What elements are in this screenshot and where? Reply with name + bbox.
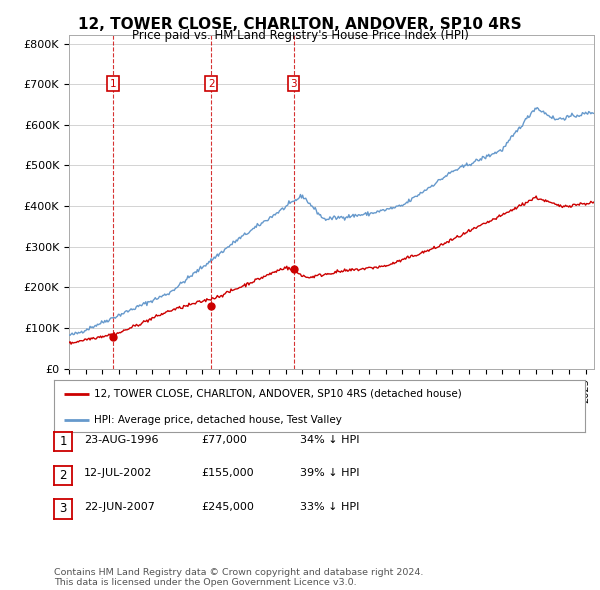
Text: £155,000: £155,000: [201, 468, 254, 478]
Text: 33% ↓ HPI: 33% ↓ HPI: [300, 502, 359, 512]
Text: 12-JUL-2002: 12-JUL-2002: [84, 468, 152, 478]
Text: 34% ↓ HPI: 34% ↓ HPI: [300, 435, 359, 444]
Text: 1: 1: [110, 78, 116, 88]
Text: Contains HM Land Registry data © Crown copyright and database right 2024.
This d: Contains HM Land Registry data © Crown c…: [54, 568, 424, 587]
Text: £77,000: £77,000: [201, 435, 247, 444]
Text: 23-AUG-1996: 23-AUG-1996: [84, 435, 158, 444]
Text: £245,000: £245,000: [201, 502, 254, 512]
Text: Price paid vs. HM Land Registry's House Price Index (HPI): Price paid vs. HM Land Registry's House …: [131, 29, 469, 42]
Text: 3: 3: [59, 502, 67, 516]
Text: 2: 2: [208, 78, 214, 88]
Text: 12, TOWER CLOSE, CHARLTON, ANDOVER, SP10 4RS (detached house): 12, TOWER CLOSE, CHARLTON, ANDOVER, SP10…: [94, 389, 461, 399]
Text: 39% ↓ HPI: 39% ↓ HPI: [300, 468, 359, 478]
Text: 1: 1: [59, 435, 67, 448]
Text: 12, TOWER CLOSE, CHARLTON, ANDOVER, SP10 4RS: 12, TOWER CLOSE, CHARLTON, ANDOVER, SP10…: [78, 17, 522, 31]
Text: 3: 3: [290, 78, 297, 88]
Text: 2: 2: [59, 468, 67, 482]
Text: 22-JUN-2007: 22-JUN-2007: [84, 502, 155, 512]
Text: HPI: Average price, detached house, Test Valley: HPI: Average price, detached house, Test…: [94, 415, 342, 425]
